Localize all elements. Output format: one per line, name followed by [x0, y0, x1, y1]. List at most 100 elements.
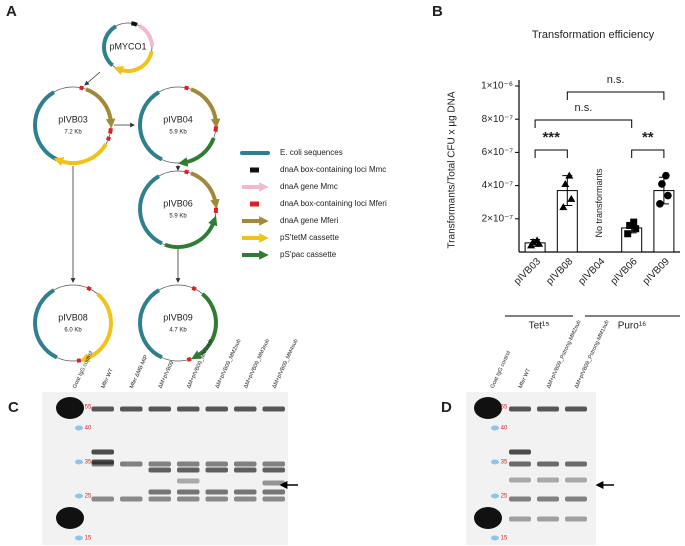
- plasmid-feature: [138, 24, 154, 47]
- blot-band: [148, 461, 171, 467]
- group-label: Tet¹⁵: [529, 321, 550, 332]
- data-point: [567, 194, 576, 202]
- significance-bracket: [566, 91, 665, 100]
- blot-band: [148, 406, 171, 412]
- plasmid-feature: [184, 169, 190, 175]
- ladder-band: [491, 535, 499, 541]
- lane-label: Mfer WT: [518, 367, 533, 389]
- blot-band: [177, 461, 200, 467]
- blot-band: [474, 507, 502, 529]
- plasmid-feature: [79, 85, 85, 91]
- blot-band: [262, 467, 285, 473]
- plasmid-feature: [76, 358, 82, 363]
- legend-swatch: [250, 167, 259, 173]
- significance-bracket: [534, 119, 633, 128]
- annotation: No transformants: [594, 168, 604, 238]
- plasmid-feature: [186, 356, 192, 362]
- marker-size: 35: [85, 460, 92, 466]
- marker-size: 40: [501, 426, 508, 432]
- legend-label: pS'pac cassette: [280, 250, 337, 259]
- plasmid-size: 5.9 Kb: [169, 130, 187, 136]
- blot-band: [509, 461, 531, 467]
- plasmid-feature: [108, 128, 113, 134]
- plasmid-feature: [138, 174, 163, 246]
- blot-band: [177, 467, 200, 473]
- y-tick-label: 8×10⁻⁷: [482, 114, 514, 125]
- legend-label: dnaA gene Mferi: [280, 216, 338, 225]
- blot-band: [120, 461, 143, 467]
- plasmid-size: 6.0 Kb: [64, 328, 82, 334]
- blot-band: [56, 397, 84, 419]
- plasmid-feature: [213, 126, 218, 132]
- y-tick-label: 6×10⁻⁷: [482, 147, 514, 158]
- ladder-band: [491, 493, 499, 499]
- blot-band: [234, 489, 257, 495]
- blot-band: [565, 406, 587, 412]
- blot-band: [148, 489, 171, 495]
- plasmid-feature: [164, 215, 218, 249]
- marker-size: 35: [501, 460, 508, 466]
- ladder-band: [491, 425, 499, 431]
- blot-band: [234, 496, 257, 502]
- plasmid-name: pIVB08: [58, 312, 88, 322]
- data-point: [559, 203, 568, 211]
- blot-band: [474, 397, 502, 419]
- plasmid-feature: [191, 292, 218, 360]
- lane-label: ΔM+pIVB09: [157, 360, 175, 389]
- significance-label: n.s.: [575, 102, 593, 114]
- plasmid-feature: [113, 50, 154, 76]
- blot-band: [205, 496, 228, 502]
- plasmid-feature: [190, 87, 221, 129]
- plasmid-feature: [131, 21, 138, 27]
- blot-band: [120, 406, 143, 412]
- data-point: [658, 180, 666, 188]
- blot-band: [509, 496, 531, 502]
- ladder-band: [75, 493, 83, 499]
- blot-band: [262, 406, 285, 412]
- blot-band: [91, 459, 114, 465]
- marker-size: 55: [501, 405, 508, 411]
- plasmid-feature: [177, 137, 216, 167]
- plasmid-feature: [191, 285, 197, 292]
- plasmid-name: pIVB03: [58, 114, 88, 124]
- lane-label: Mfer ΔMB-MIP: [129, 354, 150, 390]
- lane-label: ΔM+pIVB09_MM4sub: [271, 338, 299, 389]
- ladder-band: [75, 535, 83, 541]
- plasmid-size: 7.2 Kb: [64, 130, 82, 136]
- significance-label: **: [642, 129, 654, 146]
- legend-label: E. coli sequences: [280, 148, 343, 157]
- cloning-arrows: [70, 71, 181, 283]
- plasmid-feature: [184, 85, 190, 91]
- legend-swatch: [250, 201, 259, 207]
- plasmid-feature: [138, 288, 163, 360]
- blot-band: [262, 480, 285, 486]
- chart-title: Transformation efficiency: [532, 29, 655, 41]
- blot-band: [177, 489, 200, 495]
- blot-band: [537, 496, 559, 502]
- data-point: [624, 230, 632, 238]
- blot-band: [537, 516, 559, 522]
- blot-band: [205, 489, 228, 495]
- blot-band: [537, 461, 559, 467]
- plasmid-name: pIVB06: [163, 198, 193, 208]
- blot-band: [565, 516, 587, 522]
- legend-label: dnaA box-containing loci Mmc: [280, 165, 386, 174]
- marker-size: 40: [85, 426, 92, 432]
- panel-label: B: [432, 3, 443, 20]
- data-point: [630, 218, 638, 226]
- x-tick-label: pIVB04: [577, 256, 608, 287]
- lane-label: ΔM+pIVB09_MM1sub: [186, 338, 214, 389]
- ladder-band: [491, 459, 499, 465]
- lane-label: Goat IgG control: [72, 350, 94, 389]
- blot-band: [565, 477, 587, 483]
- significance-bracket: [534, 149, 568, 158]
- ladder-band: [75, 459, 83, 465]
- blot-band: [509, 406, 531, 412]
- data-point: [533, 236, 542, 244]
- data-point: [565, 171, 574, 179]
- blot-band: [537, 406, 559, 412]
- ladder-band: [75, 425, 83, 431]
- blot-band: [205, 461, 228, 467]
- x-tick-label: pIVB08: [544, 256, 575, 287]
- marker-size: 15: [85, 536, 92, 542]
